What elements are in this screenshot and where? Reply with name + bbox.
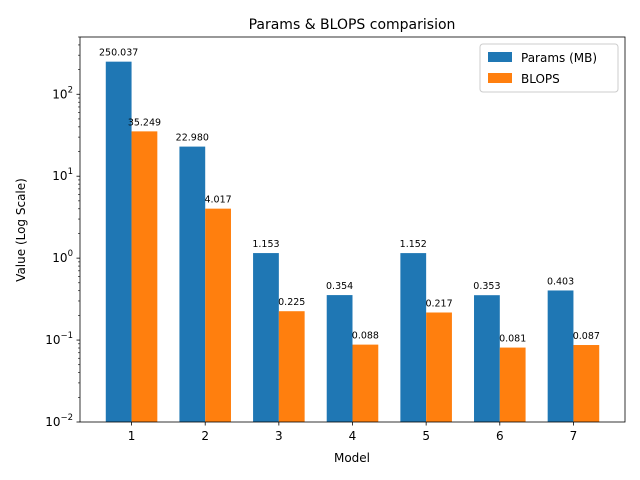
x-tick-label-model-7: 7 (570, 429, 578, 443)
data-label-series2-model-4: 0.088 (352, 331, 379, 342)
y-tick-label: 101 (52, 167, 73, 183)
bar-series1-model-1 (105, 61, 132, 422)
legend-swatch-series2 (488, 73, 512, 83)
legend-box (479, 43, 619, 93)
chart-title: Params & BLOPS comparision (249, 17, 456, 33)
y-tick-label: 102 (52, 85, 73, 101)
x-tick-label-model-4: 4 (349, 429, 357, 443)
bar-series1-model-6 (474, 295, 500, 422)
bar-series2-model-2 (205, 208, 231, 422)
data-label-series2-model-7: 0.087 (573, 331, 600, 342)
y-tick-label: 10−2 (45, 413, 73, 429)
bar-series2-model-6 (499, 347, 526, 422)
legend-label-series1: Params (MB) (521, 51, 597, 65)
data-label-series1-model-5: 1.152 (400, 239, 427, 250)
data-label-series2-model-3: 0.225 (278, 297, 305, 308)
x-tick-label-model-6: 6 (496, 429, 504, 443)
data-label-series2-model-5: 0.217 (425, 299, 452, 310)
data-label-series1-model-6: 0.353 (473, 281, 500, 292)
x-tick-label-model-3: 3 (275, 429, 283, 443)
data-label-series1-model-4: 0.354 (326, 281, 353, 292)
bar-series1-model-2 (179, 146, 206, 422)
data-label-series1-model-3: 1.153 (252, 239, 279, 250)
legend-swatch-series1 (488, 52, 512, 62)
y-tick-label: 100 (52, 249, 73, 265)
x-tick-label-model-5: 5 (422, 429, 430, 443)
x-axis-label: Model (334, 451, 370, 465)
data-label-series1-model-7: 0.403 (547, 276, 574, 287)
data-label-series1-model-1: 250.037 (99, 48, 138, 59)
bar-series1-model-5 (400, 253, 427, 422)
bar-series1-model-4 (326, 295, 353, 422)
bars-layer (105, 61, 600, 422)
data-label-series2-model-6: 0.081 (499, 334, 526, 345)
data-label-series2-model-1: 35.249 (128, 117, 161, 128)
bar-series2-model-1 (131, 131, 158, 422)
data-labels-layer: 250.037 22.980 1.153 0.354 1.152 0.353 0.403 35… (99, 48, 600, 345)
bar-series2-model-4 (352, 344, 379, 422)
legend: Params (MB) BLOPS (479, 43, 619, 93)
data-label-series2-model-2: 4.017 (204, 195, 231, 206)
bar-series1-model-3 (253, 253, 279, 422)
x-tick-label-model-2: 2 (201, 429, 209, 443)
bar-series2-model-3 (278, 311, 305, 422)
axes-layer: 10−2 10−1 100 101 102 1 2 3 4 5 6 7 (45, 36, 626, 443)
legend-label-series2: BLOPS (521, 72, 560, 86)
data-label-series1-model-2: 22.980 (176, 133, 209, 144)
bar-series1-model-7 (547, 290, 574, 422)
bar-series2-model-5 (426, 312, 452, 422)
x-tick-label-model-1: 1 (128, 429, 136, 443)
y-tick-label: 10−1 (45, 331, 73, 347)
bar-series2-model-7 (573, 345, 600, 422)
y-axis-label: Value (Log Scale) (14, 178, 28, 282)
